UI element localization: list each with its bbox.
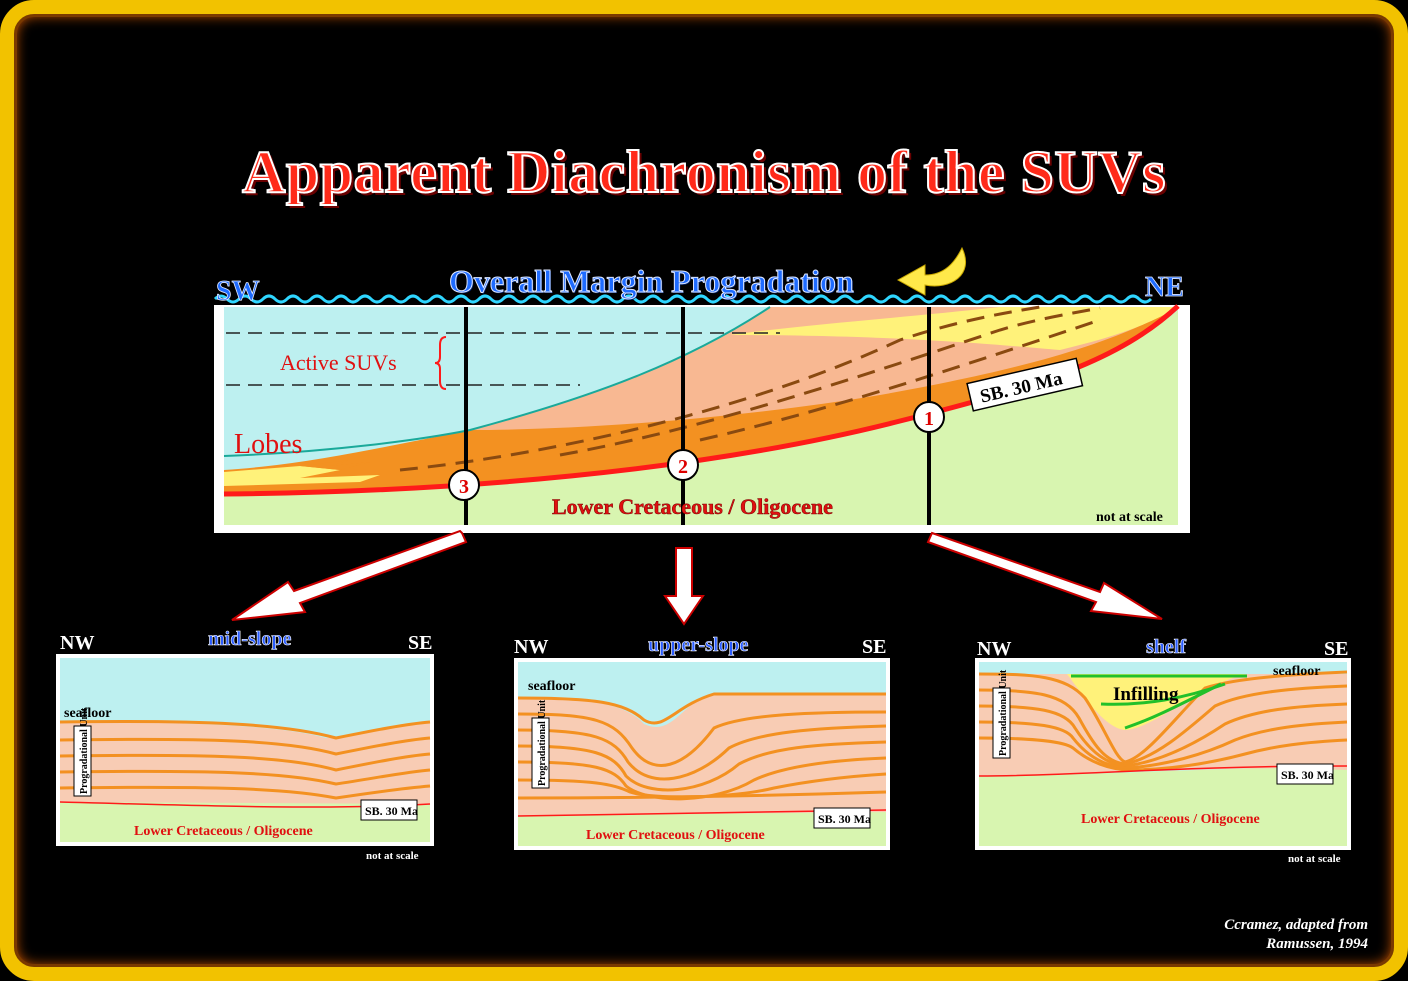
sb-30ma-line bbox=[223, 304, 1180, 497]
infill-arrows bbox=[1071, 674, 1247, 730]
progradation-arrow bbox=[896, 246, 967, 296]
active-suvs-label: Active SUVs bbox=[280, 350, 397, 375]
dir-sw: SW bbox=[216, 276, 260, 308]
panel-mid-slope: Progradational Unit seafloor SB. 30 Ma L… bbox=[56, 654, 434, 846]
panel1-sb: SB. 30 Ma bbox=[365, 804, 418, 818]
panel3-scale: not at scale bbox=[1288, 853, 1341, 865]
panel-shelf: Infilling Progradational Unit seafloor S… bbox=[975, 658, 1351, 850]
internal-reflectors bbox=[399, 305, 1101, 472]
section-heading: Overall Margin Progradation bbox=[449, 263, 855, 300]
panel1-unit: Progradational Unit bbox=[79, 707, 90, 794]
scale-note: not at scale bbox=[1096, 510, 1163, 525]
panel1-title: mid-slope bbox=[208, 628, 292, 651]
panel1-scale: not at scale bbox=[366, 850, 419, 862]
shelf-sand bbox=[730, 307, 1178, 350]
panel3-base: Lower Cretaceous / Oligocene bbox=[1081, 812, 1260, 827]
well-markers bbox=[448, 401, 945, 501]
panel2-nw: NW bbox=[514, 636, 549, 658]
panel2-unit: Progradational Unit bbox=[537, 699, 548, 786]
lobes-label: Lobes bbox=[234, 429, 302, 460]
active-interval-lines bbox=[226, 332, 780, 386]
panel-upper-slope: Progradational Unit seafloor SB. 30 Ma L… bbox=[514, 658, 890, 850]
panel2-se: SE bbox=[862, 636, 887, 658]
panel2-title: upper-slope bbox=[648, 634, 749, 657]
basement-layer bbox=[224, 310, 1178, 525]
panel-arrows bbox=[231, 529, 1163, 626]
panel3-infill: Infilling bbox=[1113, 684, 1179, 705]
panel1-base: Lower Cretaceous / Oligocene bbox=[134, 824, 313, 839]
credit-line1: Ccramez, adapted from bbox=[1224, 917, 1368, 933]
credit-line2: Ramussen, 1994 bbox=[1266, 936, 1368, 952]
well-label-2: 2 bbox=[678, 456, 688, 478]
lobe-deposits bbox=[224, 466, 380, 486]
panel3-seafloor: seafloor bbox=[1273, 664, 1320, 679]
seafloor-line bbox=[223, 306, 771, 457]
panel3-unit: Progradational Unit bbox=[998, 669, 1009, 756]
well-label-3: 3 bbox=[459, 476, 469, 498]
panel2-sb: SB. 30 Ma bbox=[818, 812, 871, 826]
panel3-title: shelf bbox=[1146, 636, 1187, 659]
panel3-nw: NW bbox=[977, 638, 1012, 660]
panel2-base: Lower Cretaceous / Oligocene bbox=[586, 828, 765, 843]
panel3-se: SE bbox=[1324, 638, 1349, 660]
panel2-seafloor: seafloor bbox=[528, 679, 575, 694]
panel1-seafloor: seafloor bbox=[64, 706, 111, 721]
credit: Ccramez, adapted from Ramussen, 1994 bbox=[1224, 916, 1368, 954]
base-label: Lower Cretaceous / Oligocene bbox=[552, 494, 833, 519]
active-suvs-brace bbox=[434, 336, 447, 390]
panel1-nw: NW bbox=[60, 632, 95, 654]
page-title: Apparent Diachronism of the SUVs bbox=[241, 138, 1166, 206]
sea-surface-waves bbox=[213, 294, 1153, 304]
well-label-1: 1 bbox=[924, 408, 934, 430]
dir-ne: NE bbox=[1145, 272, 1185, 304]
panel3-sb: SB. 30 Ma bbox=[1281, 768, 1334, 782]
panel1-se: SE bbox=[408, 632, 433, 654]
